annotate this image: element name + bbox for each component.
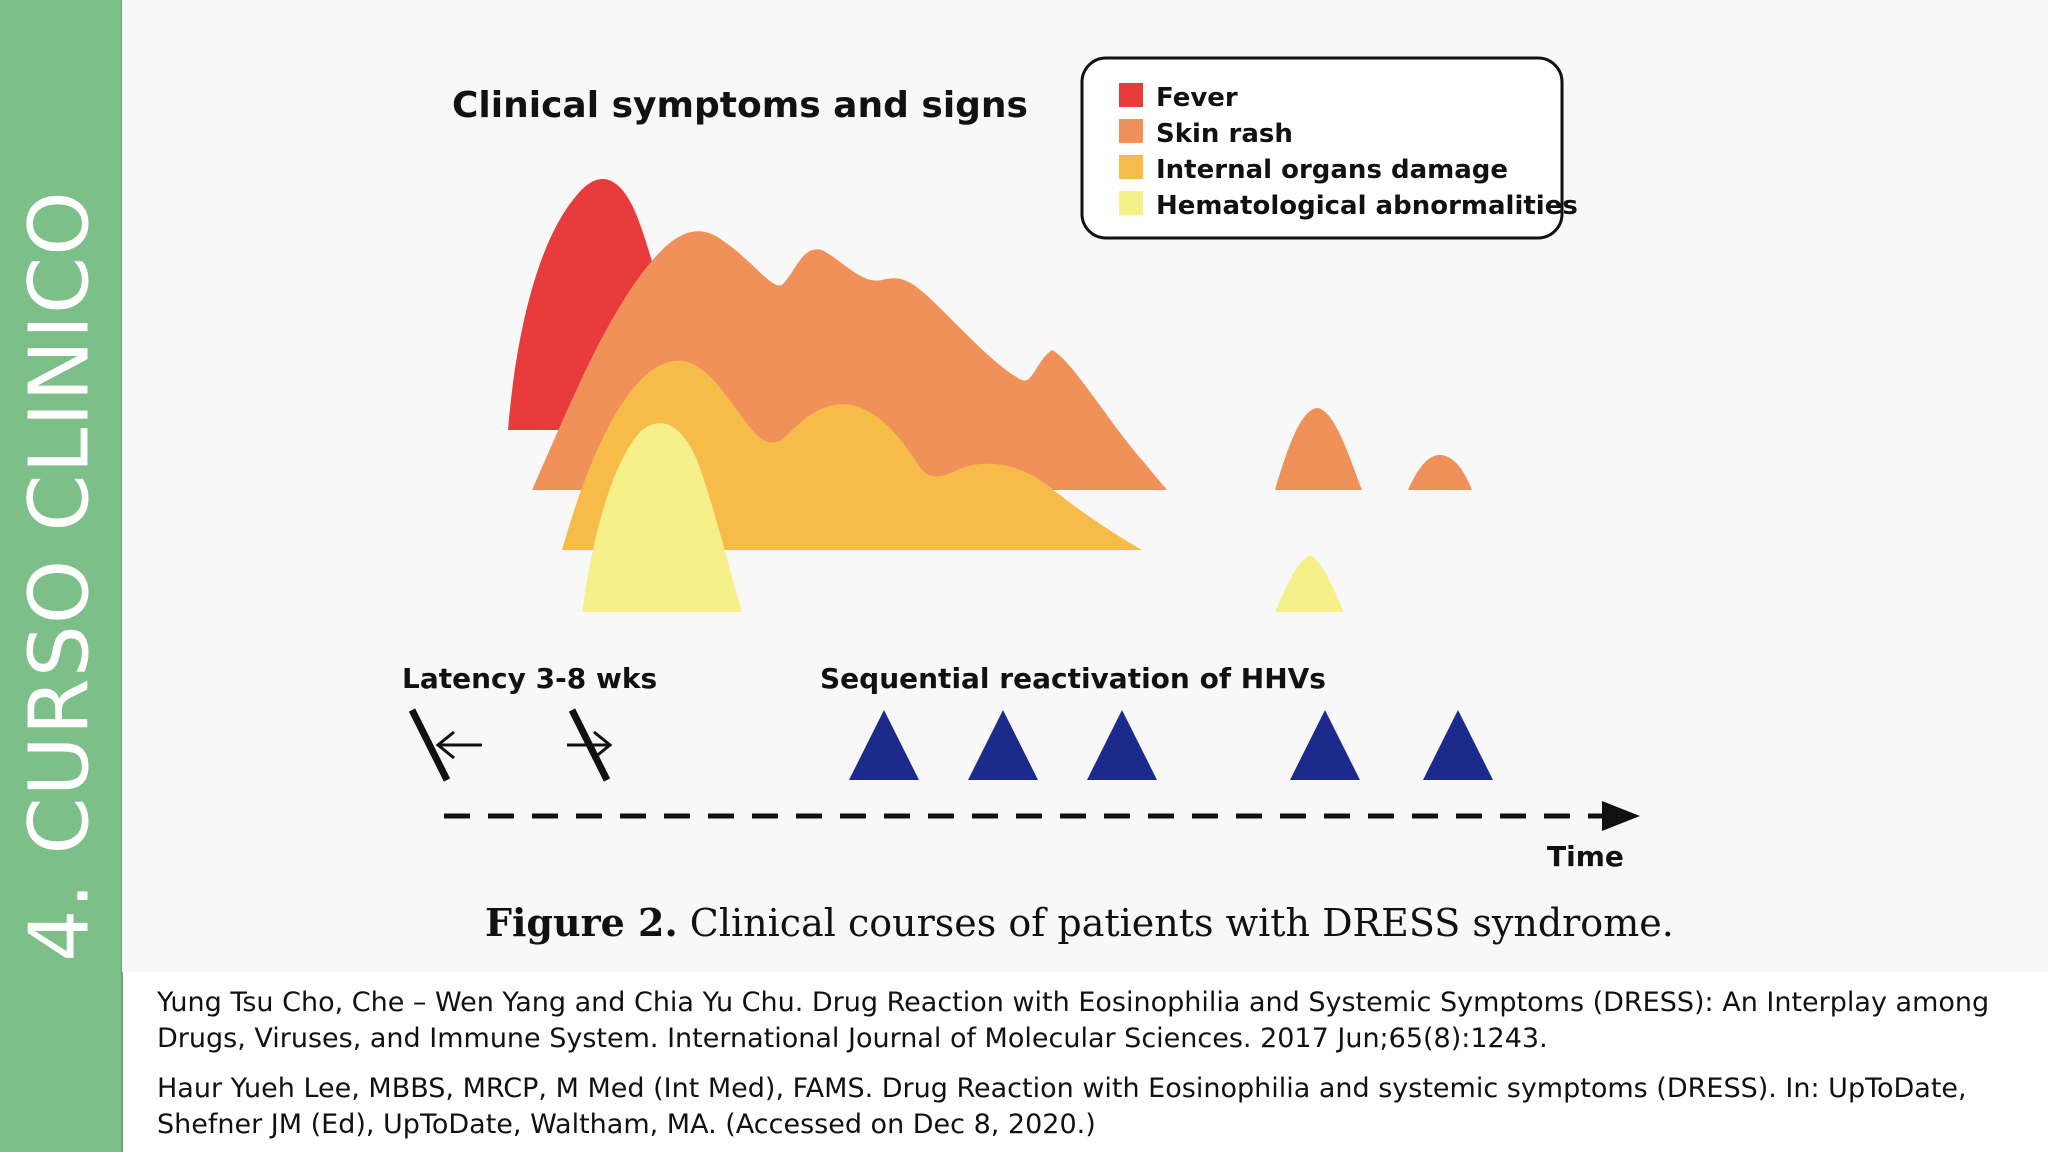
legend-label-internal-organs: Internal organs damage — [1156, 155, 1508, 185]
legend-label-fever: Fever — [1156, 83, 1238, 113]
hematological-late-peak — [1275, 555, 1344, 612]
legend-box — [1080, 56, 1564, 240]
hhv-triangle-4 — [1290, 710, 1360, 780]
figure-caption: Figure 2. Clinical courses of patients w… — [485, 900, 1685, 945]
reactivation-label: Sequential reactivation of HHVs — [820, 662, 1326, 695]
legend-swatch-internal-organs — [1119, 155, 1143, 179]
caption-text: Clinical courses of patients with DRESS … — [677, 901, 1674, 945]
caption-bold: Figure 2. — [485, 900, 678, 945]
latency-label: Latency 3-8 wks — [402, 662, 657, 695]
latency-end-marker — [567, 708, 613, 782]
figure-title: Clinical symptoms and signs — [452, 85, 1028, 126]
legend-swatch-hematological — [1119, 191, 1143, 215]
reference-2: Haur Yueh Lee, MBBS, MRCP, M Med (Int Me… — [157, 1073, 1967, 1140]
legend-swatch-skin-rash — [1119, 119, 1143, 143]
legend-label-skin-rash: Skin rash — [1156, 119, 1293, 149]
references: Yung Tsu Cho, Che – Wen Yang and Chia Yu… — [157, 985, 2037, 1157]
time-axis — [444, 801, 1640, 831]
hhv-triangle-5 — [1423, 710, 1493, 780]
section-title: 4. CURSO CLINICO — [12, 190, 108, 962]
legend-label-hematological: Hematological abnormalities — [1156, 191, 1578, 221]
legend: Fever Skin rash Internal organs damage H… — [1080, 56, 1578, 240]
latency-start-marker — [408, 708, 482, 782]
hhv-triangle-2 — [968, 710, 1038, 780]
hematological-curve — [582, 423, 742, 612]
legend-swatch-fever — [1119, 83, 1143, 107]
hhv-triangle-3 — [1087, 710, 1157, 780]
time-label: Time — [1547, 840, 1624, 873]
hhv-triangle-1 — [849, 710, 919, 780]
skin-rash-late-peak-2 — [1408, 455, 1472, 490]
reference-1: Yung Tsu Cho, Che – Wen Yang and Chia Yu… — [157, 987, 1990, 1054]
side-bar: 4. CURSO CLINICO — [0, 0, 123, 1152]
figure-panel: Clinical symptoms and signs Fever Skin r… — [122, 0, 2048, 972]
skin-rash-late-peak-1 — [1275, 408, 1362, 490]
dress-course-diagram: Clinical symptoms and signs Fever Skin r… — [402, 56, 1640, 873]
